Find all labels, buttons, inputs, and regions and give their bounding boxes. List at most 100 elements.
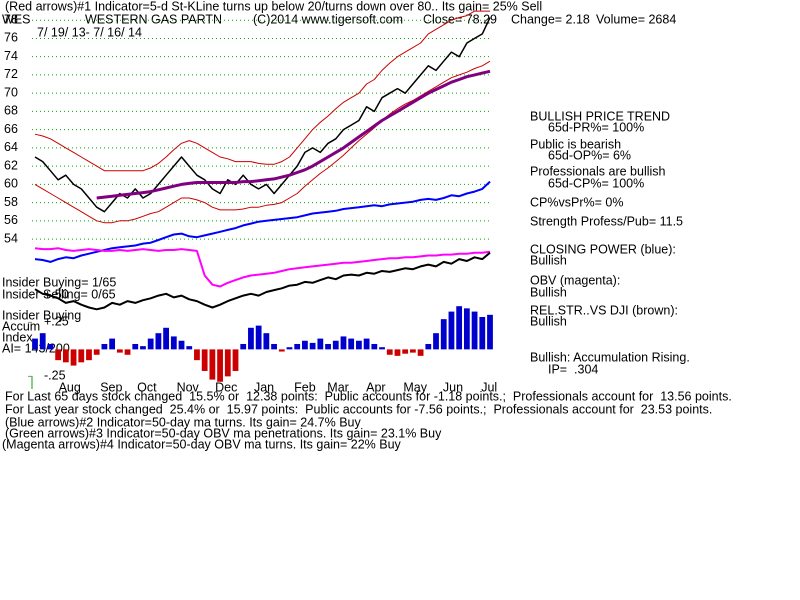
accum-bar <box>224 349 231 377</box>
accum-bar <box>294 343 301 350</box>
accum-bar <box>78 349 85 363</box>
accum-bar <box>32 338 38 350</box>
accum-bar <box>363 338 370 350</box>
accum-bar <box>255 325 262 350</box>
side-text: Bullish <box>530 285 567 299</box>
x-tick-label: Oct <box>137 380 157 394</box>
note: (Magenta arrows)#4 Indicator=50-day OBV … <box>2 437 402 451</box>
y-tick-label: 72 <box>4 67 18 81</box>
series-line <box>34 17 491 213</box>
accum-bar <box>440 319 447 350</box>
side-text: Strength Profess/Pub= 11.5 <box>530 214 683 228</box>
note: (Green arrows)#3 Indicator=50-day OBV ma… <box>5 426 442 440</box>
accum-bar <box>487 314 493 350</box>
series-line <box>34 247 491 288</box>
accum-bar <box>263 333 270 350</box>
accum-bar <box>209 349 216 380</box>
accum-bar <box>186 346 193 350</box>
y-tick-label: 78 <box>4 13 18 27</box>
change: Change= 2.18 <box>511 12 590 26</box>
side-text: Professionals are bullish <box>530 164 666 178</box>
accum-bar <box>479 316 486 350</box>
accum-bar <box>39 333 46 350</box>
y-tick-label: 56 <box>4 213 18 227</box>
side-text: Bullish: Accumulation Rising. <box>530 350 690 364</box>
close: Close= 78.29 <box>423 12 497 26</box>
accum-bar <box>70 349 77 366</box>
side-text: CP%vsPr%= 0% <box>530 195 623 209</box>
x-tick-label: Dec <box>215 380 237 394</box>
volume: Volume= 2684 <box>596 12 676 26</box>
x-tick-label: Feb <box>294 380 316 394</box>
side-text: Bullish <box>530 253 567 267</box>
accum-bar <box>348 338 355 350</box>
side-text: BULLISH PRICE TREND <box>530 109 670 123</box>
x-tick-label: Nov <box>177 380 200 394</box>
y-tick-label: 76 <box>4 31 18 45</box>
series-line <box>34 10 490 172</box>
side-text: CLOSING POWER (blue): <box>530 242 676 256</box>
accum-bar <box>409 349 416 353</box>
accum-bar <box>163 327 169 350</box>
x-tick-label: Mar <box>327 380 349 394</box>
accum-bar <box>217 349 223 382</box>
accum-bar <box>155 333 162 350</box>
copyright: (C)2014 www.tigersoft.com <box>253 12 403 26</box>
accum-bar <box>147 338 154 350</box>
accum-bar <box>170 336 177 350</box>
accum-bar <box>62 349 69 363</box>
accum-bar <box>402 349 409 354</box>
series-line <box>34 60 491 224</box>
accum-bar <box>132 343 139 350</box>
x-tick-label: May <box>403 380 427 394</box>
x-tick-label: Jul <box>481 380 497 394</box>
y-tick-label: 60 <box>4 177 18 191</box>
accum-bar <box>86 349 92 361</box>
x-tick-label: Aug <box>59 380 81 394</box>
x-tick-label: Jun <box>443 380 463 394</box>
company: WESTERN GAS PARTN <box>85 12 222 26</box>
accum-bar <box>93 349 100 355</box>
y-tick-label: 64 <box>4 140 18 154</box>
accum-bar <box>47 343 54 350</box>
series-line <box>34 251 491 311</box>
accum-bar <box>448 311 455 350</box>
y-tick-label: 54 <box>4 231 18 245</box>
accum-bar <box>178 340 185 350</box>
series-line <box>96 69 491 200</box>
y-tick-label: 68 <box>4 104 18 118</box>
accum-bar <box>116 349 123 353</box>
accum-bar <box>201 349 208 371</box>
note: (Blue arrows)#2 Indicator=50-day ma turn… <box>5 415 361 429</box>
side-text: IP= .304 <box>548 362 598 376</box>
accum-bar <box>309 342 316 350</box>
accum-bar <box>325 343 331 350</box>
accum-bar <box>356 340 362 350</box>
y-tick-label: -.25 <box>44 369 66 383</box>
accum-bar <box>109 338 116 350</box>
accum-bar <box>124 349 131 355</box>
accum-bar <box>302 340 308 350</box>
x-tick-label: Jan <box>254 380 274 394</box>
accum-bar <box>332 340 339 350</box>
accum-bar <box>317 338 324 350</box>
left-text: Index <box>2 330 33 344</box>
side-text: Bullish <box>530 314 567 328</box>
series-line <box>34 180 491 263</box>
accum-bar <box>271 343 277 350</box>
note: For Last year stock changed 25.4% or 15.… <box>5 402 712 416</box>
accum-bar <box>101 343 108 350</box>
date-range: 7/ 19/ 13- 7/ 16/ 14 <box>37 25 142 39</box>
accum-bar <box>55 349 62 361</box>
left-text: Insider Buying= 1/65 <box>2 275 116 289</box>
side-text: REL.STR..VS DJI (brown): <box>530 303 678 317</box>
y-tick-label: 74 <box>4 49 18 63</box>
accum-bar <box>417 349 424 356</box>
accum-bar <box>433 333 439 350</box>
accum-bar <box>340 336 347 350</box>
note: For Last 65 days stock changed 15.5% or … <box>5 389 732 403</box>
accum-bar <box>425 343 432 350</box>
accum-bar <box>463 308 470 350</box>
